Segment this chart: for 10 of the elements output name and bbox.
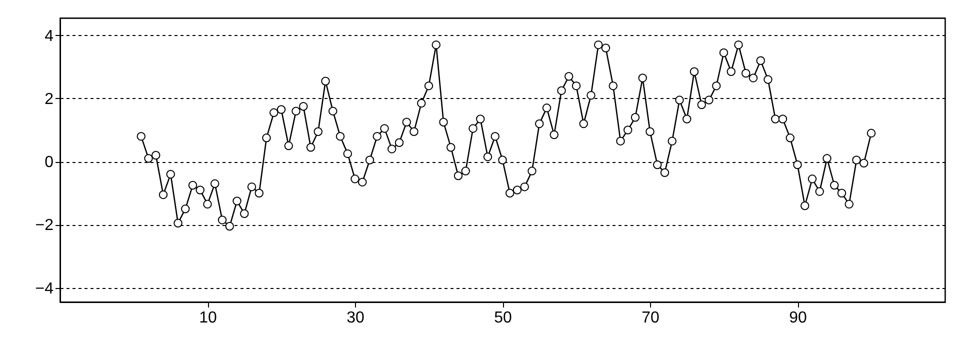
x-tick-label: 10 [199, 310, 217, 326]
x-tick-label: 50 [494, 310, 512, 326]
x-tick-label: 30 [346, 310, 364, 326]
y-tick-label: 2 [44, 90, 54, 108]
y-tick-label: 4 [44, 28, 54, 45]
x-tick-label: 90 [789, 310, 807, 326]
x-tick-label: 70 [642, 310, 660, 326]
y-tick-label: −4 [35, 280, 54, 298]
y-tick-label: −2 [35, 217, 54, 234]
y-tick-label: 0 [44, 154, 54, 172]
